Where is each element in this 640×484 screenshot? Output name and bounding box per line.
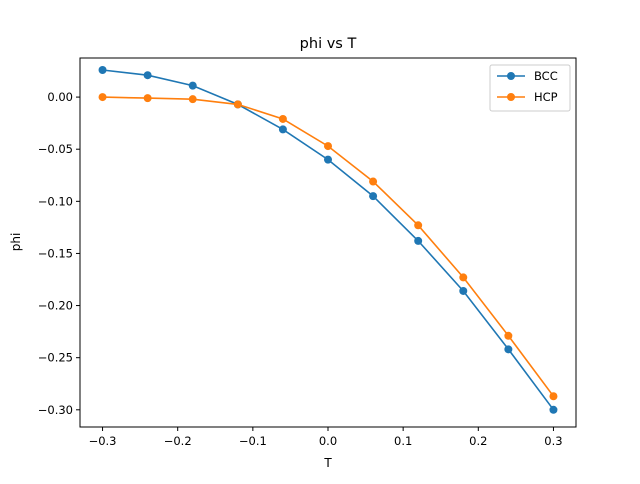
data-point-bcc [369,192,378,201]
y-axis-label: phi [9,233,23,252]
legend-box [489,64,571,112]
data-point-bcc [143,71,152,80]
legend-marker-bcc [507,72,515,80]
data-point-bcc [414,236,423,245]
y-tick-label: −0.05 [38,142,73,156]
y-axis: 0.00 −0.05 −0.10 −0.15 −0.20 −0.25 −0.30 [38,90,80,417]
y-tick-label: 0.00 [47,90,73,104]
y-tick-label: −0.30 [38,403,73,417]
chart-title: phi vs T [300,36,357,52]
data-point-bcc [98,65,107,74]
data-point-hcp [278,114,287,123]
data-point-bcc [278,125,287,134]
data-point-hcp [369,177,378,186]
data-point-bcc [549,405,558,414]
legend-entry-bcc: BCC [497,69,558,83]
legend: BCC HCP [489,64,571,112]
data-point-hcp [324,142,332,151]
data-point-hcp [414,221,423,230]
legend-entry-hcp: HCP [497,90,558,104]
legend-marker-hcp [507,93,515,101]
legend-label-hcp: HCP [534,90,558,104]
plot-area [98,65,558,414]
y-tick-label: −0.15 [38,246,73,260]
data-point-hcp [459,273,468,282]
data-point-bcc [188,81,197,90]
x-tick-label: −0.2 [164,434,192,448]
y-tick-label: −0.25 [38,351,73,365]
data-point-hcp [504,331,513,340]
x-axis: −0.3 −0.2 −0.1 0.0 0.1 0.2 0.3 [89,427,563,448]
series-bcc [98,65,558,414]
data-point-bcc [324,155,332,164]
x-tick-label: 0.2 [469,434,487,448]
x-tick-label: 0.1 [394,434,412,448]
data-point-hcp [98,93,107,102]
data-point-hcp [143,94,152,103]
y-tick-label: −0.20 [38,299,73,313]
data-point-hcp [233,100,242,109]
data-point-bcc [459,286,468,295]
x-tick-label: 0.0 [319,434,337,448]
y-tick-label: −0.10 [38,194,73,208]
x-tick-label: 0.3 [544,434,562,448]
data-point-hcp [549,392,558,401]
x-tick-label: −0.1 [239,434,267,448]
legend-label-bcc: BCC [534,69,558,83]
series-hcp [98,93,558,401]
data-point-hcp [188,95,197,104]
data-point-bcc [504,345,513,354]
x-axis-label: T [323,456,332,470]
x-tick-label: −0.3 [89,434,117,448]
